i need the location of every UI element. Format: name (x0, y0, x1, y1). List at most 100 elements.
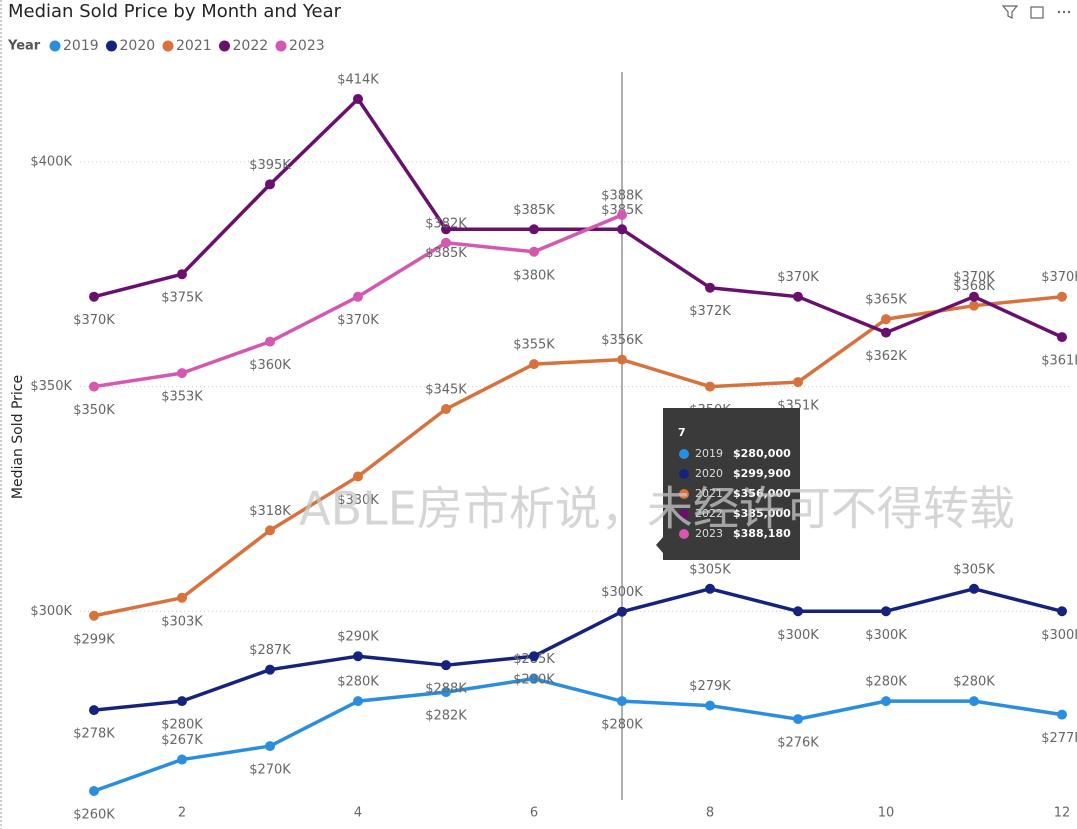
data-label: $362K (865, 349, 907, 364)
x-tick-label: 8 (706, 806, 714, 821)
legend-label: 2021 (176, 38, 212, 54)
header-icons[interactable] (1001, 5, 1071, 19)
data-label: $288K (425, 682, 467, 697)
tooltip: 7 2019 $280,000 2020 $299,900 2021 $356,000 202… (656, 408, 800, 560)
tooltip-name: 2023 (695, 527, 723, 540)
data-point (529, 673, 539, 684)
data-point (1057, 332, 1067, 343)
data-label: $361K (1041, 354, 1077, 369)
series-line (93, 97, 1063, 339)
data-point (441, 660, 451, 671)
data-label: $368K (953, 279, 995, 294)
data-label: $350K (73, 403, 115, 418)
data-point (441, 224, 451, 235)
data-point (441, 687, 451, 698)
data-label: $395K (249, 158, 291, 173)
data-point (793, 291, 803, 302)
data-point (89, 610, 99, 621)
x-tick-label: 12 (1054, 806, 1071, 821)
data-point (177, 754, 187, 765)
data-point (529, 651, 539, 662)
data-point (89, 381, 99, 392)
data-point (89, 291, 99, 302)
data-label: $372K (689, 304, 731, 319)
tooltip-marker (679, 469, 689, 479)
data-label: $277K (1041, 731, 1077, 746)
tooltip-name: 2022 (695, 507, 723, 520)
data-label: $280K (601, 718, 643, 733)
data-point (529, 246, 539, 257)
data-label: $365K (865, 293, 907, 308)
data-point (89, 786, 99, 797)
data-label: $290K (337, 630, 379, 645)
data-label: $345K (425, 383, 467, 398)
data-label: $300K (777, 628, 819, 643)
data-point (177, 592, 187, 603)
x-tick-label: 10 (878, 806, 895, 821)
data-point (353, 471, 363, 482)
data-point (353, 93, 363, 104)
more-icon[interactable] (1057, 10, 1071, 14)
data-point (617, 354, 627, 365)
data-point (617, 696, 627, 707)
data-label: $280K (953, 675, 995, 690)
data-label: $300K (601, 585, 643, 600)
data-point (705, 381, 715, 392)
data-label: $276K (777, 736, 819, 751)
tooltip-name: 2020 (695, 467, 723, 480)
data-label: $385K (513, 203, 555, 218)
data-label: $382K (425, 216, 467, 231)
focus-icon[interactable] (1030, 6, 1044, 19)
data-point (529, 224, 539, 235)
legend-marker (219, 40, 230, 52)
tooltip-value: $356,000 (733, 487, 791, 500)
data-label: $300K (1041, 628, 1077, 643)
data-point (617, 209, 627, 220)
tooltip-value: $388,180 (733, 527, 791, 540)
data-point (177, 696, 187, 707)
tooltip-value: $299,900 (733, 467, 791, 480)
data-point (177, 269, 187, 280)
data-label: $370K (777, 270, 819, 285)
tooltip-name: 2021 (695, 487, 723, 500)
y-tick-label: $400K (30, 154, 72, 169)
data-label: $260K (73, 808, 115, 823)
x-tick-label: 6 (530, 806, 538, 821)
legend-marker (162, 40, 174, 52)
data-label: $280K (337, 675, 379, 690)
data-point (353, 291, 363, 302)
data-label: $355K (513, 338, 555, 353)
legend-marker (49, 40, 61, 52)
tooltip-marker (679, 489, 689, 499)
data-point (705, 282, 715, 293)
data-label: $279K (689, 679, 731, 694)
data-label: $414K (337, 72, 379, 87)
legend-label: 2023 (289, 38, 325, 54)
series-line (93, 294, 1063, 618)
data-label: $385K (425, 246, 467, 261)
data-point (529, 359, 539, 370)
tooltip-name: 2019 (695, 447, 723, 460)
data-label: $280K (865, 675, 907, 690)
data-label: $353K (161, 390, 203, 405)
data-point (177, 368, 187, 379)
data-label: $300K (865, 628, 907, 643)
data-point (441, 404, 451, 415)
tooltip-marker (679, 509, 689, 519)
data-point (89, 705, 99, 716)
data-point (881, 314, 891, 325)
legend-label: 2019 (63, 38, 99, 54)
legend-marker (275, 40, 287, 52)
data-label: $370K (1041, 270, 1077, 285)
data-label: $370K (337, 313, 379, 328)
data-label: $267K (161, 733, 203, 748)
data-point (353, 651, 363, 662)
data-point (969, 291, 979, 302)
x-tick-label: 2 (178, 806, 186, 821)
filter-icon[interactable] (1001, 5, 1019, 19)
watermark: ABLE房市析说，未经许可不得转载 (299, 482, 1015, 536)
data-point (793, 714, 803, 725)
data-point (265, 741, 275, 752)
data-point (1057, 606, 1067, 617)
